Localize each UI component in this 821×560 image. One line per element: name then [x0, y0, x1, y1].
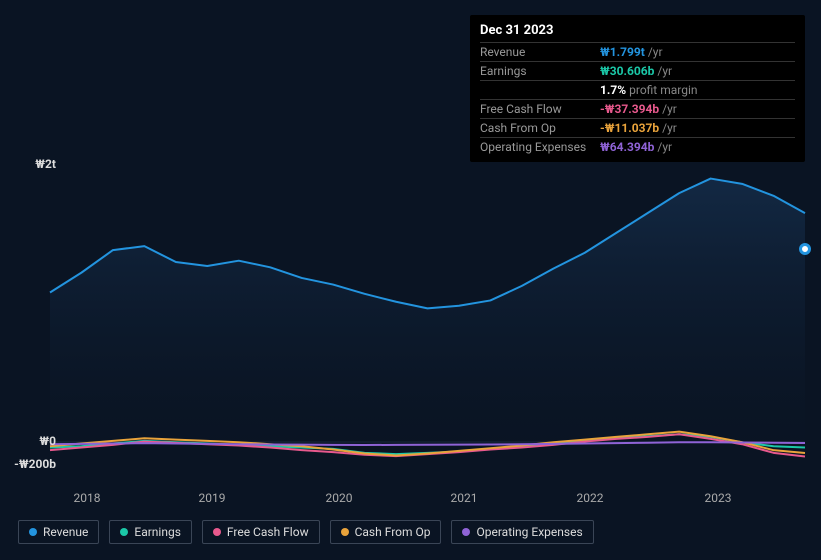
tooltip-row-label: Free Cash Flow: [480, 102, 600, 116]
legend-item-earnings[interactable]: Earnings: [109, 520, 192, 544]
tooltip-row-label: Cash From Op: [480, 121, 600, 135]
tooltip-row-suffix: /yr: [648, 45, 663, 59]
tooltip-row-value: ₩1.799t: [600, 45, 645, 59]
y-tick-label: ₩0: [0, 434, 56, 448]
tooltip-row-suffix: /yr: [662, 102, 677, 116]
x-tick-label: 2018: [74, 491, 101, 505]
tooltip-row-label: Earnings: [480, 64, 600, 78]
legend-label: Free Cash Flow: [227, 525, 309, 539]
hover-marker: [799, 243, 811, 255]
tooltip-row: Operating Expenses₩64.394b/yr: [480, 137, 795, 156]
legend-label: Cash From Op: [355, 525, 431, 539]
tooltip-row-label: Revenue: [480, 45, 600, 59]
legend-item-revenue[interactable]: Revenue: [18, 520, 99, 544]
legend-dot-icon: [120, 528, 128, 536]
tooltip-row-suffix: /yr: [662, 121, 677, 135]
tooltip-row: Earnings₩30.606b/yr: [480, 61, 795, 80]
chart-tooltip: Dec 31 2023 Revenue₩1.799t/yrEarnings₩30…: [470, 15, 805, 162]
tooltip-row: .1.7%profit margin: [480, 80, 795, 99]
x-tick-label: 2019: [199, 491, 226, 505]
legend-label: Revenue: [43, 525, 88, 539]
tooltip-title: Dec 31 2023: [480, 21, 795, 42]
legend-item-cfo[interactable]: Cash From Op: [330, 520, 442, 544]
legend-dot-icon: [29, 528, 37, 536]
tooltip-row-value: -₩11.037b: [600, 121, 659, 135]
legend-dot-icon: [341, 528, 349, 536]
legend-label: Operating Expenses: [476, 525, 582, 539]
x-tick-label: 2021: [451, 491, 478, 505]
chart-legend: Revenue Earnings Free Cash Flow Cash From O…: [18, 520, 594, 544]
legend-dot-icon: [213, 528, 221, 536]
legend-item-fcf[interactable]: Free Cash Flow: [202, 520, 320, 544]
tooltip-row-suffix: profit margin: [629, 83, 697, 97]
tooltip-row-suffix: /yr: [657, 140, 672, 154]
legend-label: Earnings: [134, 525, 181, 539]
legend-item-opex[interactable]: Operating Expenses: [451, 520, 593, 544]
y-tick-label: -₩200b: [0, 457, 56, 471]
tooltip-row-label: Operating Expenses: [480, 140, 600, 154]
x-tick-label: 2023: [705, 491, 732, 505]
tooltip-row-suffix: /yr: [657, 64, 672, 78]
x-tick-label: 2020: [326, 491, 353, 505]
tooltip-row-value: ₩30.606b: [600, 64, 654, 78]
tooltip-row-value: 1.7%: [600, 83, 626, 97]
x-tick-label: 2022: [577, 491, 604, 505]
tooltip-row: Revenue₩1.799t/yr: [480, 42, 795, 61]
tooltip-row-value: ₩64.394b: [600, 140, 654, 154]
legend-dot-icon: [462, 528, 470, 536]
tooltip-row: Cash From Op-₩11.037b/yr: [480, 118, 795, 137]
tooltip-row: Free Cash Flow-₩37.394b/yr: [480, 99, 795, 118]
y-tick-label: ₩2t: [0, 157, 56, 171]
tooltip-row-value: -₩37.394b: [600, 102, 659, 116]
